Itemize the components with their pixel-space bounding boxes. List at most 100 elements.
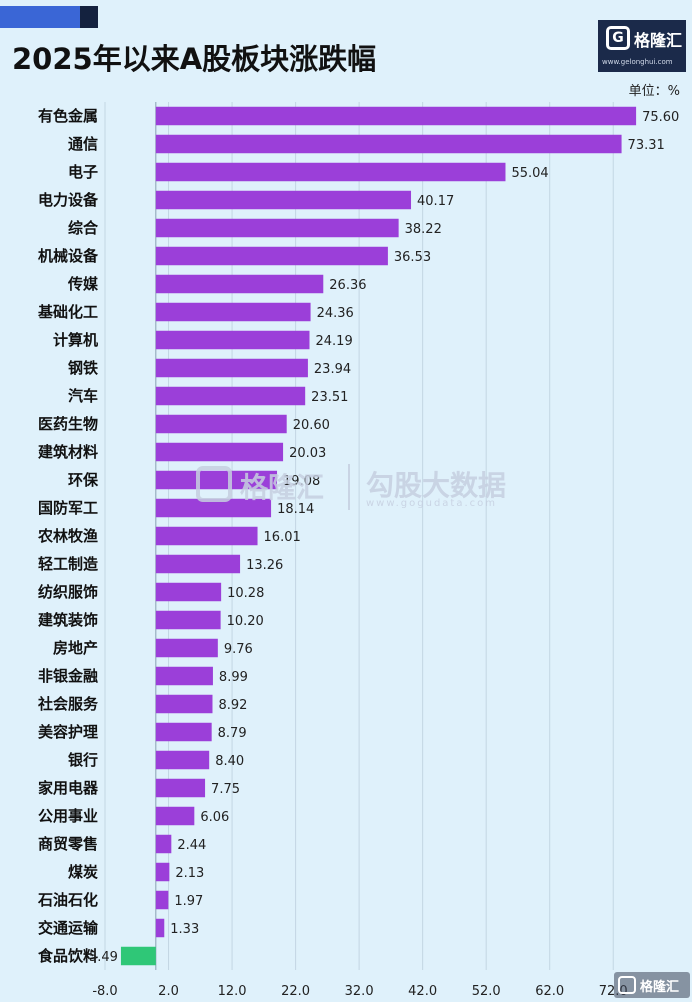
value-label-11: 20.60: [293, 418, 330, 433]
bar-13: [155, 470, 278, 490]
category-label-21: 社会服务: [37, 695, 99, 713]
category-label-22: 美容护理: [38, 723, 98, 741]
value-label-12: 20.03: [289, 446, 326, 461]
value-label-15: 16.01: [264, 530, 301, 545]
category-label-25: 公用事业: [38, 807, 98, 825]
value-label-4: 38.22: [405, 222, 442, 237]
x-tick-label-6: 52.0: [472, 984, 501, 999]
value-label-10: 23.51: [311, 390, 348, 405]
bar-24: [155, 778, 206, 798]
value-label-5: 36.53: [394, 250, 431, 265]
category-label-12: 建筑材料: [38, 443, 98, 461]
value-label-23: 8.40: [215, 754, 244, 769]
value-label-28: 1.97: [174, 894, 203, 909]
bar-0: [155, 106, 637, 126]
category-label-4: 综合: [68, 219, 99, 237]
bar-18: [155, 610, 221, 630]
category-label-16: 轻工制造: [38, 555, 98, 573]
bar-25: [155, 806, 195, 826]
bar-20: [155, 666, 213, 686]
value-label-3: 40.17: [417, 194, 454, 209]
bar-22: [155, 722, 212, 742]
category-label-27: 煤炭: [68, 863, 98, 881]
value-label-9: 23.94: [314, 362, 351, 377]
category-label-6: 传媒: [67, 275, 99, 293]
value-label-13: 19.08: [283, 474, 320, 489]
category-label-17: 纺织服饰: [38, 583, 98, 601]
value-label-30: -5.49: [84, 950, 118, 965]
bar-23: [155, 750, 210, 770]
category-label-1: 通信: [68, 135, 98, 153]
bar-12: [155, 442, 284, 462]
value-label-20: 8.99: [219, 670, 248, 685]
x-tick-label-5: 42.0: [408, 984, 437, 999]
bar-11: [155, 414, 287, 434]
category-label-18: 建筑装饰: [38, 611, 98, 629]
x-tick-label-7: 62.0: [535, 984, 564, 999]
category-label-14: 国防军工: [38, 499, 98, 517]
bar-16: [155, 554, 241, 574]
value-label-29: 1.33: [170, 922, 199, 937]
category-label-0: 有色金属: [38, 107, 98, 125]
accent-bar-blue: [0, 6, 80, 28]
bar-4: [155, 218, 399, 238]
value-label-24: 7.75: [211, 782, 240, 797]
bar-17: [155, 582, 222, 602]
bar-30: [120, 946, 156, 966]
logo-name: 格隆汇: [634, 31, 683, 50]
value-label-26: 2.44: [177, 838, 206, 853]
category-label-13: 环保: [68, 471, 99, 489]
logo-mark-icon: G: [606, 26, 630, 50]
bar-3: [155, 190, 412, 210]
category-label-24: 家用电器: [38, 779, 99, 797]
bar-7: [155, 302, 311, 322]
category-label-2: 电子: [68, 163, 98, 181]
value-label-6: 26.36: [329, 278, 366, 293]
brand-logo: G 格隆汇 www.gelonghui.com: [598, 20, 686, 72]
x-tick-label-2: 12.0: [218, 984, 247, 999]
corner-logo-icon: [618, 976, 636, 994]
category-label-9: 钢铁: [68, 359, 98, 377]
unit-label: 单位：%: [628, 84, 680, 99]
value-label-22: 8.79: [218, 726, 247, 741]
bar-21: [155, 694, 213, 714]
category-label-15: 农林牧渔: [37, 527, 98, 545]
value-label-19: 9.76: [224, 642, 253, 657]
category-label-11: 医药生物: [38, 415, 98, 433]
value-label-14: 18.14: [277, 502, 314, 517]
value-label-27: 2.13: [175, 866, 204, 881]
bar-9: [155, 358, 308, 378]
category-label-8: 计算机: [53, 331, 98, 349]
value-label-0: 75.60: [642, 110, 679, 125]
corner-logo-name: 格隆汇: [640, 980, 680, 995]
bar-27: [155, 862, 170, 882]
corner-logo: 格隆汇: [614, 972, 690, 998]
category-label-10: 汽车: [68, 387, 98, 405]
bar-15: [155, 526, 258, 546]
category-label-3: 电力设备: [38, 191, 99, 209]
category-label-19: 房地产: [53, 639, 98, 657]
bar-28: [155, 890, 169, 910]
x-tick-label-1: 2.0: [158, 984, 179, 999]
x-tick-label-3: 22.0: [281, 984, 310, 999]
chart-title: 2025年以来A股板块涨跌幅: [12, 42, 377, 76]
value-label-1: 73.31: [628, 138, 665, 153]
value-label-16: 13.26: [246, 558, 283, 573]
value-label-21: 8.92: [218, 698, 247, 713]
value-label-7: 24.36: [317, 306, 354, 321]
bar-2: [155, 162, 506, 182]
value-label-17: 10.28: [227, 586, 264, 601]
logo-url: www.gelonghui.com: [602, 58, 673, 66]
category-label-5: 机械设备: [38, 247, 99, 265]
category-label-28: 石油石化: [37, 891, 98, 909]
category-label-7: 基础化工: [37, 303, 98, 321]
bar-10: [155, 386, 306, 406]
bar-8: [155, 330, 310, 350]
bar-29: [155, 918, 165, 938]
x-tick-label-0: -8.0: [92, 984, 117, 999]
category-label-29: 交通运输: [38, 919, 99, 937]
value-label-18: 10.20: [227, 614, 264, 629]
bar-19: [155, 638, 218, 658]
category-label-30: 食品饮料: [38, 947, 98, 965]
